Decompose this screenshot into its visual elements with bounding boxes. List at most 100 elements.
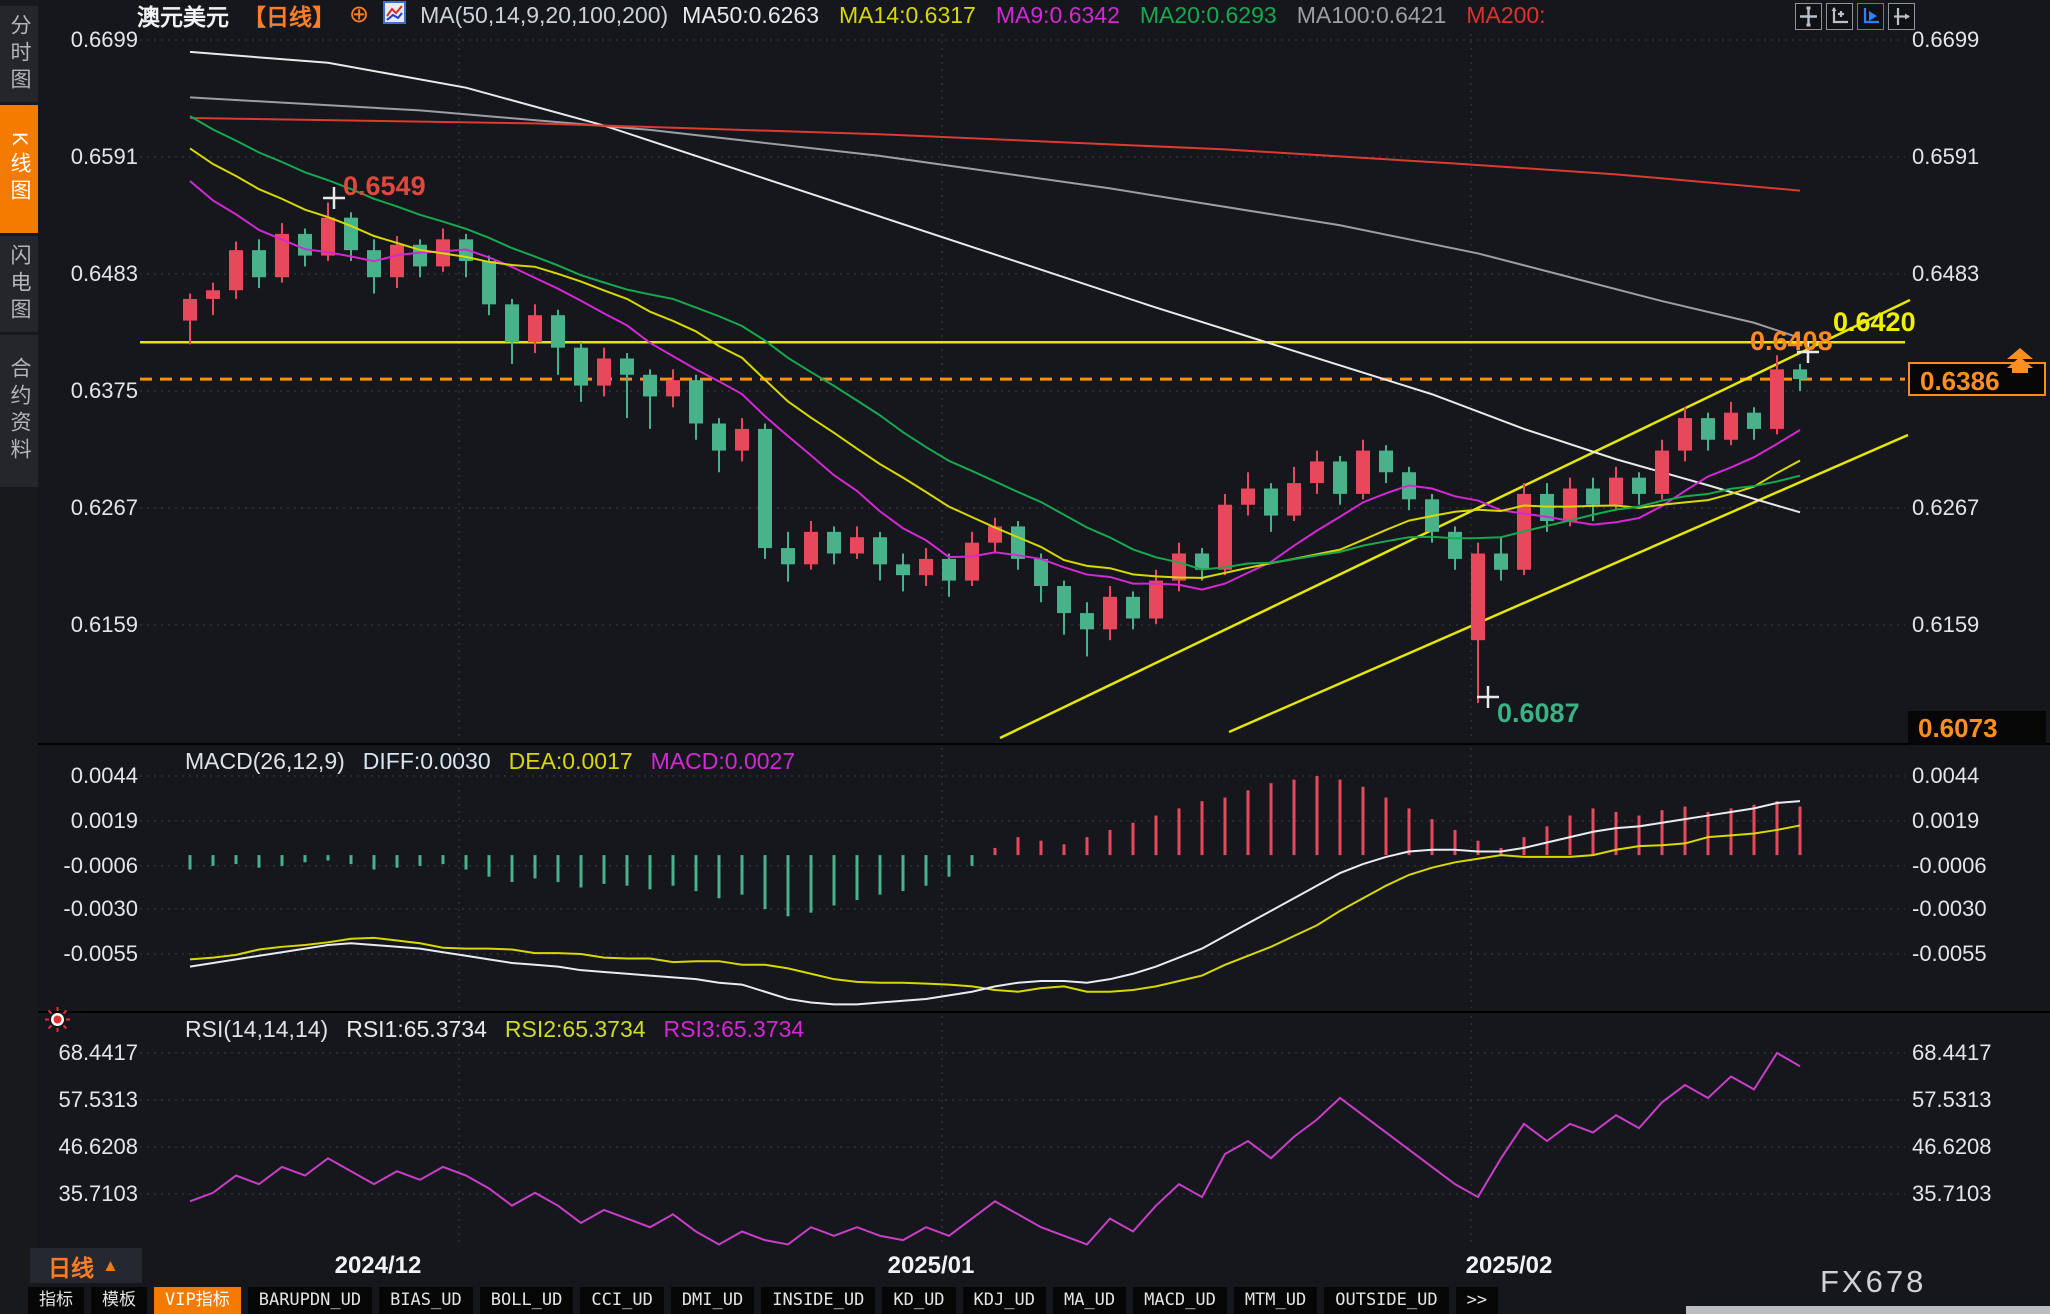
candle-body [1793, 369, 1807, 380]
indicator-tab-14[interactable]: MTM_UD [1233, 1287, 1318, 1314]
macd-bar [211, 855, 215, 866]
candle-body [1379, 450, 1393, 473]
macd-bar [625, 855, 629, 886]
candle-body [1586, 488, 1600, 505]
candle-body [183, 298, 197, 321]
macd-bar [1545, 826, 1549, 856]
candle-body [850, 537, 864, 554]
candle-body [1080, 613, 1094, 630]
macd-legend: DIFF:0.0030 DEA:0.0017 MACD:0.0027 [363, 748, 795, 775]
ma20-line [189, 115, 1801, 571]
horizontal-scrollbar[interactable] [1686, 1306, 2050, 1314]
candle-body [1195, 553, 1209, 570]
indicator-tab-5[interactable]: BIAS_UD [379, 1287, 473, 1314]
candle-body [620, 358, 634, 375]
indicator-tab-12[interactable]: MA_UD [1052, 1287, 1127, 1314]
macd-bar [1361, 786, 1365, 856]
candle-body [298, 233, 312, 256]
indicator-tab-3[interactable]: VIP指标 [154, 1287, 241, 1314]
candle-body [1632, 477, 1646, 494]
macd-chart[interactable] [0, 745, 2050, 1011]
macd-bar [533, 855, 537, 879]
sidebar-item-2[interactable]: K线图 [0, 105, 38, 233]
rsi-legend: RSI1:65.3734 RSI2:65.3734 RSI3:65.3734 [346, 1016, 804, 1043]
axis-shift-icon[interactable] [1888, 3, 1915, 30]
indicator-tab-10[interactable]: KD_UD [882, 1287, 956, 1314]
indicator-tab-bar: 指标 模板 VIP指标 BARUPDN_UD BIAS_UD BOLL_UD CCI_UD D… [28, 1287, 1499, 1314]
indicator-tab-4[interactable]: BARUPDN_UD [247, 1287, 373, 1314]
macd-bar [1062, 844, 1066, 856]
candle-body [597, 358, 611, 386]
indicator-tab-6[interactable]: BOLL_UD [479, 1287, 574, 1314]
indicator-tab-1[interactable]: 指标 [28, 1287, 84, 1314]
indicator-tab-13[interactable]: MACD_UD [1133, 1287, 1227, 1314]
rsi-chart[interactable] [0, 1013, 2050, 1250]
axis-zoom-icon[interactable] [1826, 3, 1853, 30]
pane-divider[interactable] [38, 743, 2050, 745]
indicator-tab-8[interactable]: DMI_UD [670, 1287, 755, 1314]
macd-bar [1292, 779, 1296, 856]
ma-legend-item: MA200: [1466, 1, 1546, 28]
macd-bar [1016, 837, 1020, 856]
sidebar-item-1[interactable]: 分时图 [0, 6, 38, 102]
indicator-tab-15[interactable]: OUTSIDE_UD [1324, 1287, 1449, 1314]
crosshair-circle-icon[interactable]: ⊕ [349, 1, 370, 28]
period-selector[interactable]: 日线 ▲ [30, 1248, 142, 1283]
candle-body [528, 315, 542, 343]
macd-bar [188, 855, 192, 870]
macd-bar [326, 855, 330, 861]
macd-bar [1706, 811, 1710, 856]
rsi-legend-item: RSI2:65.3734 [504, 1016, 646, 1042]
pane-divider[interactable] [38, 1011, 2050, 1013]
macd-bar [878, 855, 882, 895]
candle-body [666, 380, 680, 397]
rsi-legend-item: RSI3:65.3734 [663, 1016, 805, 1042]
sidebar-item-3[interactable]: 闪电图 [0, 236, 38, 332]
candle-body [1103, 596, 1117, 630]
alarm-icon[interactable] [44, 1006, 71, 1038]
indicator-tab-7[interactable]: CCI_UD [580, 1287, 664, 1314]
macd-bar [763, 855, 767, 910]
indicator-tab-9[interactable]: INSIDE_UD [761, 1287, 876, 1314]
candle-body [1241, 488, 1255, 505]
move-icon[interactable] [1795, 3, 1822, 30]
macd-bar [786, 855, 790, 917]
candle-body [1494, 553, 1508, 570]
price-chart[interactable] [0, 30, 2050, 743]
indicator-tab-11[interactable]: KDJ_UD [962, 1287, 1046, 1314]
candle-body [1609, 477, 1623, 505]
macd-bar [1752, 804, 1756, 856]
chart-toolbar [1795, 3, 1915, 30]
macd-bar [1453, 829, 1457, 856]
macd-bar [1085, 837, 1089, 856]
symbol-title: 澳元美元 [137, 4, 229, 30]
period-badge[interactable]: 【日线】 [243, 4, 335, 30]
candle-body [321, 217, 335, 256]
candle-body [367, 250, 381, 278]
macd-bar [441, 855, 445, 865]
sidebar-item-4[interactable]: 合约资料 [0, 335, 38, 487]
macd-bar [487, 855, 491, 877]
ma9-line [189, 180, 1801, 591]
candle-body [827, 531, 841, 554]
candle-body [942, 558, 956, 581]
axis-play-icon[interactable] [1857, 3, 1884, 30]
candle-body [1563, 488, 1577, 521]
candle-body [1747, 412, 1761, 429]
macd-bar [1614, 811, 1618, 856]
candle-body [1655, 450, 1669, 494]
ma-settings-label: MA(50,14,9,20,100,200) [420, 1, 669, 28]
macd-bar [280, 855, 284, 866]
candle-body [1172, 553, 1186, 581]
candle-body [505, 304, 519, 343]
macd-legend-item: DIFF:0.0030 [362, 748, 491, 774]
macd-bar [1729, 808, 1733, 856]
macd-bar [1108, 829, 1112, 856]
mini-chart-icon[interactable] [383, 0, 407, 30]
indicator-tab-2[interactable]: 模板 [91, 1287, 147, 1314]
period-label: 日线 [48, 1254, 94, 1281]
candle-body [1057, 586, 1071, 614]
candle-body [574, 347, 588, 386]
indicator-tab-16[interactable]: >> [1455, 1287, 1499, 1314]
candle-body [965, 542, 979, 581]
